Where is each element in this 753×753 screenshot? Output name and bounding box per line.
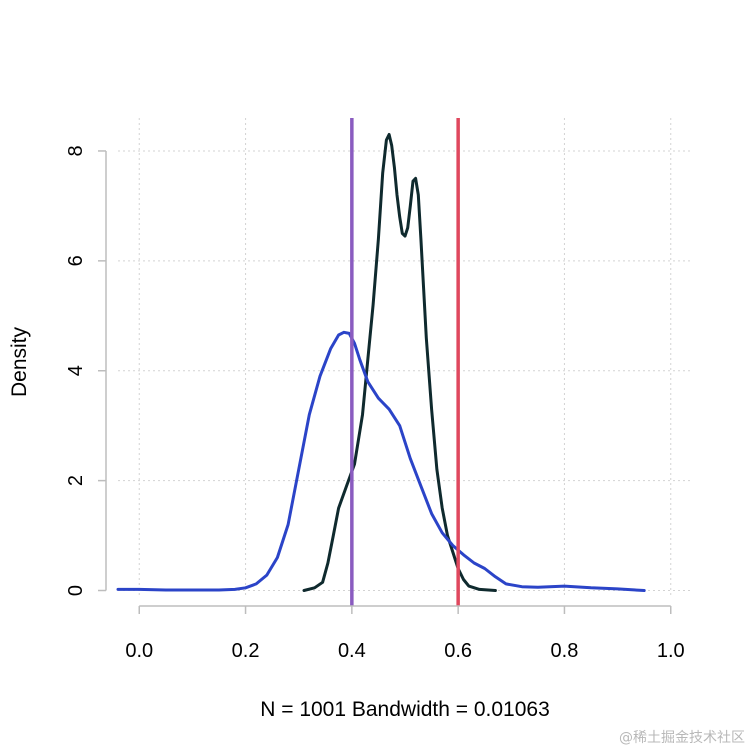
density-line-2 bbox=[116, 330, 646, 592]
y-tick-label: 6 bbox=[65, 255, 87, 266]
axes: 0.0 0.2 0.4 0.6 0.8 1.0 0 2 4 6 8 bbox=[65, 145, 685, 662]
y-tick-label: 2 bbox=[65, 475, 87, 486]
watermark: @稀土掘金技术社区 bbox=[619, 730, 745, 746]
grid bbox=[118, 118, 692, 596]
y-tick-label: 4 bbox=[65, 365, 87, 376]
density-line-1 bbox=[302, 133, 497, 592]
y-tick-label: 8 bbox=[65, 145, 87, 156]
x-tick-label: 0.0 bbox=[125, 640, 153, 662]
series-group bbox=[116, 133, 646, 592]
y-tick-label: 0 bbox=[65, 585, 87, 596]
x-axis-title: N = 1001 Bandwidth = 0.01063 bbox=[260, 698, 550, 721]
x-tick-label: 0.6 bbox=[444, 640, 472, 662]
x-tick-label: 0.8 bbox=[551, 640, 579, 662]
x-tick-label: 1.0 bbox=[657, 640, 685, 662]
x-tick-label: 0.2 bbox=[232, 640, 260, 662]
y-axis-title: Density bbox=[8, 326, 31, 397]
x-tick-label: 0.4 bbox=[338, 640, 366, 662]
vertical-lines bbox=[350, 118, 460, 606]
